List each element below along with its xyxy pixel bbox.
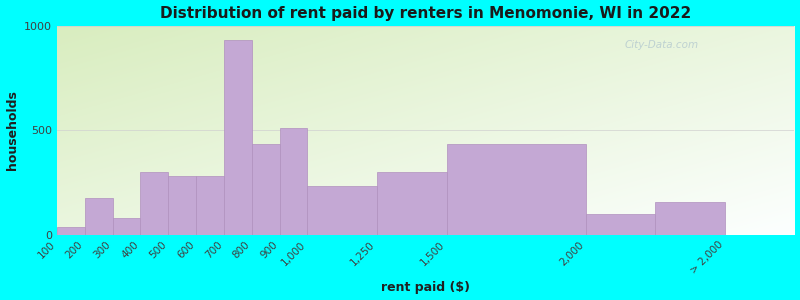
X-axis label: rent paid ($): rent paid ($) xyxy=(382,281,470,294)
Bar xyxy=(113,218,141,235)
Bar xyxy=(85,198,113,235)
Bar xyxy=(446,144,586,235)
Text: City-Data.com: City-Data.com xyxy=(625,40,699,50)
Bar xyxy=(280,128,307,235)
Bar xyxy=(141,172,168,235)
Bar xyxy=(307,186,377,235)
Bar xyxy=(377,172,446,235)
Bar xyxy=(586,214,655,235)
Y-axis label: households: households xyxy=(6,90,18,170)
Bar xyxy=(655,202,725,235)
Title: Distribution of rent paid by renters in Menomonie, WI in 2022: Distribution of rent paid by renters in … xyxy=(160,6,691,21)
Bar xyxy=(57,227,85,235)
Bar xyxy=(168,176,196,235)
Bar xyxy=(252,144,280,235)
Bar xyxy=(196,176,224,235)
Bar xyxy=(224,40,252,235)
